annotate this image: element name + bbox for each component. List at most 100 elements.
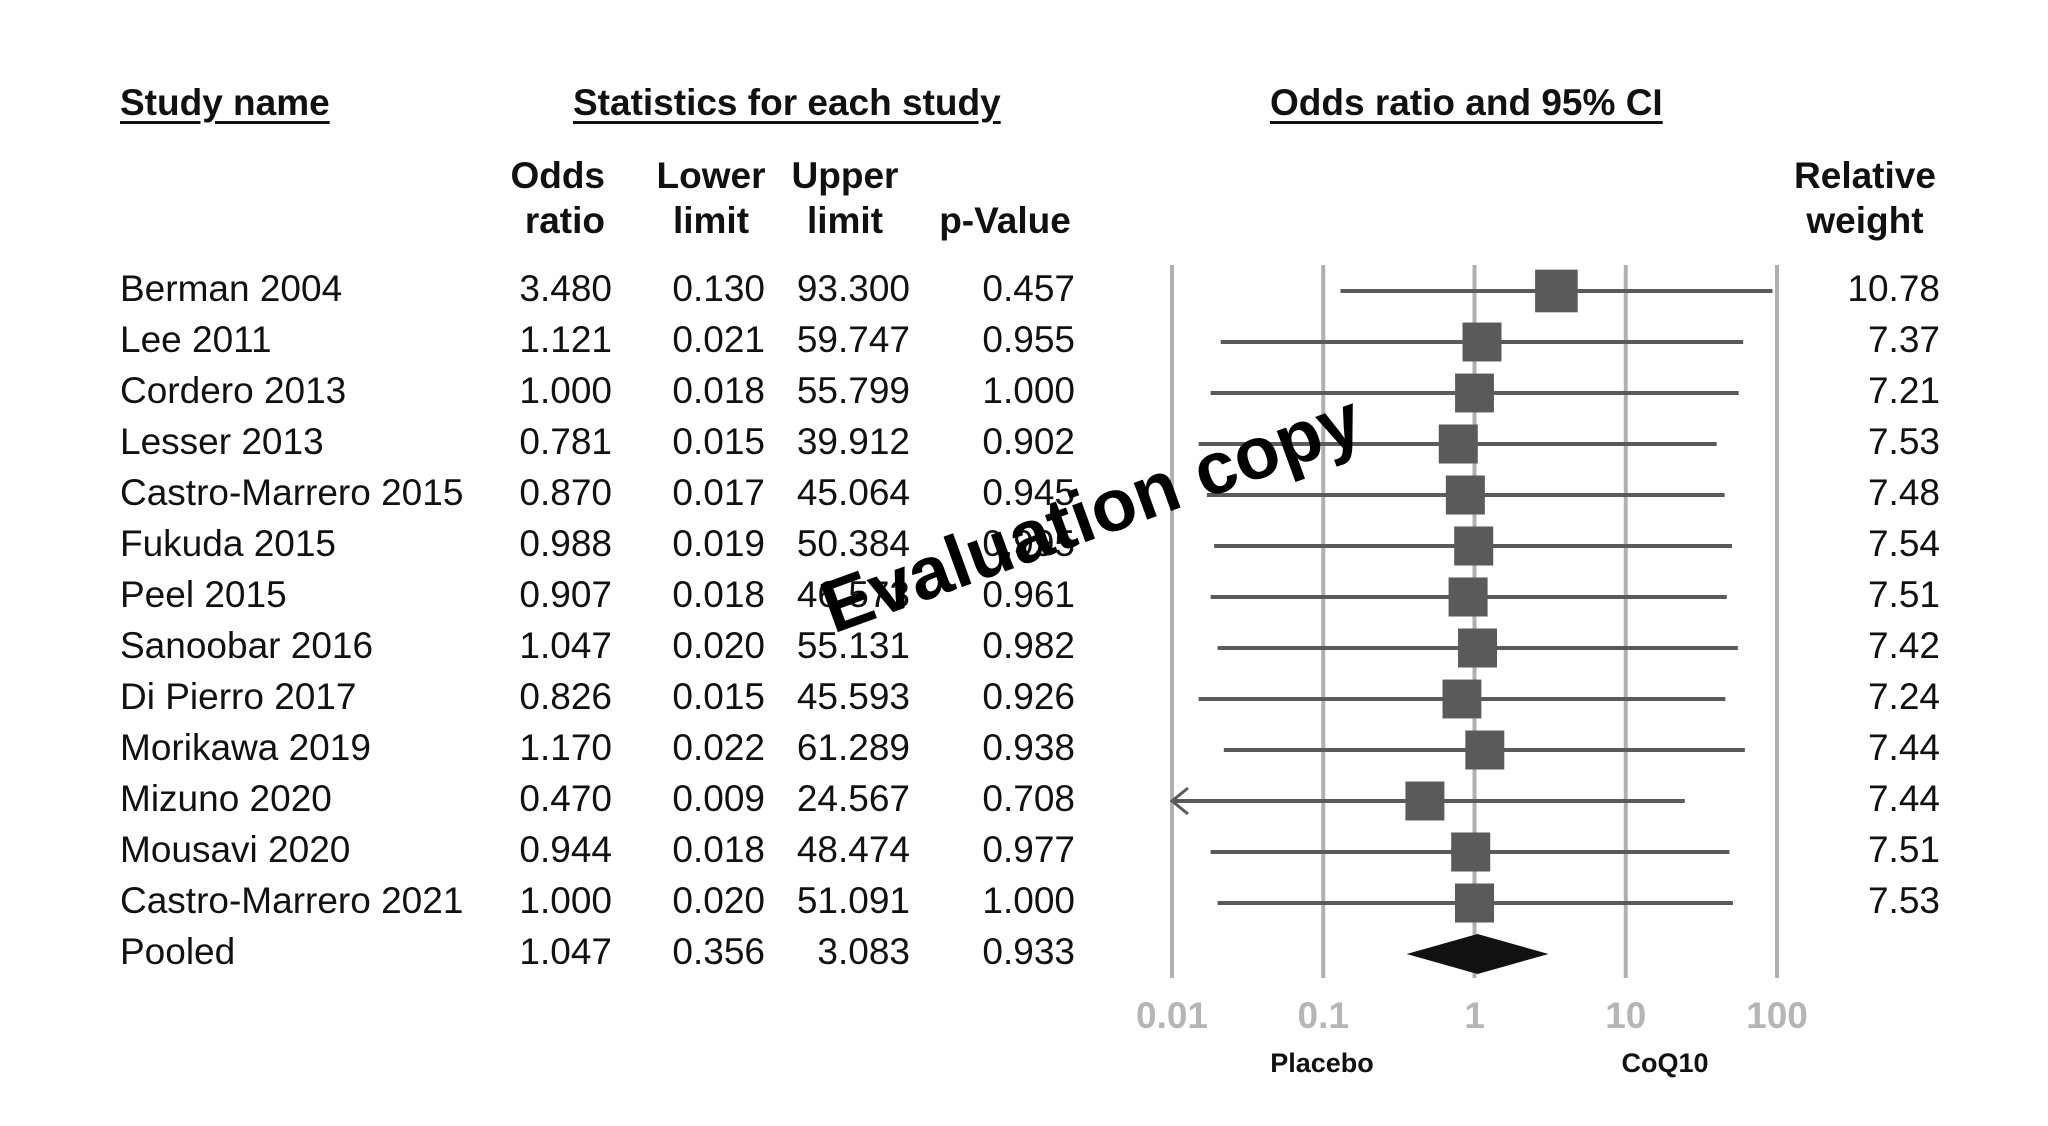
x-tick-label: 10 (1605, 995, 1647, 1036)
odds-ratio-value: 0.826 (519, 676, 612, 717)
lower-limit-value: 0.009 (672, 778, 765, 819)
odds-ci-header: Odds ratio and 95% CI (1270, 82, 1663, 123)
study-marker (1451, 832, 1491, 872)
x-tick-label: 0.01 (1135, 995, 1209, 1036)
study-marker (1442, 679, 1482, 719)
statistics-header: Statistics for each study (573, 82, 1001, 123)
p-value-value: 0.995 (982, 523, 1075, 564)
lower-limit-value: 0.018 (672, 829, 765, 870)
study-marker (1448, 577, 1488, 617)
study-name: Sanoobar 2016 (120, 625, 374, 666)
relative-weight-value: 7.54 (1867, 523, 1940, 564)
study-marker (1438, 424, 1478, 464)
study-name: Lee 2011 (120, 319, 272, 360)
upper-limit-value: 48.474 (796, 829, 910, 870)
study-marker (1454, 526, 1494, 566)
relative-weight-value: 7.42 (1867, 625, 1940, 666)
study-name: Di Pierro 2017 (120, 676, 357, 717)
relative-weight-value: 7.53 (1867, 880, 1940, 921)
relative-weight-value: 7.53 (1867, 421, 1940, 462)
study-name: Cordero 2013 (120, 370, 347, 411)
x-tick-label: 100 (1746, 995, 1808, 1036)
study-name: Mizuno 2020 (120, 778, 332, 819)
lower-limit-value: 0.019 (672, 523, 765, 564)
relative-weight-value: 7.51 (1867, 829, 1940, 870)
relative-weight-value: 7.44 (1867, 727, 1940, 768)
p-value-value: 0.938 (982, 727, 1075, 768)
odds-ratio-value: 0.944 (519, 829, 612, 870)
relative-weight-value: 7.51 (1867, 574, 1940, 615)
upper-limit-value: 45.593 (796, 676, 910, 717)
relative-weight-value: 10.78 (1847, 268, 1940, 309)
p-value-value: 0.926 (982, 676, 1075, 717)
lower-limit-value: 0.022 (672, 727, 765, 768)
p-value-value: 0.982 (982, 625, 1075, 666)
study-name: Lesser 2013 (120, 421, 324, 462)
study-name: Berman 2004 (120, 268, 343, 309)
upper-limit-value: 24.567 (796, 778, 910, 819)
upper-limit-value: 39.912 (796, 421, 910, 462)
upper-limit-col-header: Upper limit (791, 155, 899, 241)
lower-limit-value: 0.017 (672, 472, 765, 513)
odds-ratio-value: 0.988 (519, 523, 612, 564)
x-tick-label: 1 (1464, 995, 1485, 1036)
upper-limit-value: 50.384 (796, 523, 910, 564)
study-marker (1454, 883, 1495, 923)
upper-limit-value: 61.289 (796, 727, 910, 768)
study-name: Pooled (120, 931, 236, 972)
relative-weight-value: 7.21 (1867, 370, 1940, 411)
study-marker (1405, 781, 1445, 821)
odds-ratio-value: 1.170 (519, 727, 612, 768)
odds-ratio-value: 0.781 (519, 421, 612, 462)
odds-ratio-value: 1.047 (519, 931, 612, 972)
placebo-label: Placebo (1270, 1048, 1374, 1078)
relative-weight-col-header: Relative weight (1794, 155, 1936, 241)
lower-limit-value: 0.015 (672, 676, 765, 717)
odds-ratio-value: 1.000 (519, 880, 612, 921)
study-name: Mousavi 2020 (120, 829, 351, 870)
lower-limit-value: 0.021 (672, 319, 765, 360)
pooled-diamond (1406, 934, 1549, 974)
lower-limit-value: 0.356 (672, 931, 765, 972)
odds-ratio-value: 0.470 (519, 778, 612, 819)
p-value-col-header: p-Value (939, 200, 1071, 241)
lower-limit-value: 0.018 (672, 370, 765, 411)
ci-arrow (1169, 786, 1189, 816)
study-name: Peel 2015 (120, 574, 287, 615)
upper-limit-value: 55.799 (796, 370, 910, 411)
lower-limit-value: 0.130 (672, 268, 765, 309)
odds-ratio-value: 1.047 (519, 625, 612, 666)
upper-limit-value: 46.573 (796, 574, 910, 615)
p-value-value: 0.961 (982, 574, 1075, 615)
odds-ratio-value: 1.000 (519, 370, 612, 411)
p-value-value: 0.902 (982, 421, 1075, 462)
study-name: Castro-Marrero 2015 (120, 472, 464, 513)
p-value-value: 0.955 (982, 319, 1075, 360)
upper-limit-value: 59.747 (796, 319, 910, 360)
lower-limit-value: 0.018 (672, 574, 765, 615)
p-value-value: 0.977 (982, 829, 1075, 870)
p-value-value: 0.933 (982, 931, 1075, 972)
relative-weight-value: 7.48 (1867, 472, 1940, 513)
study-marker (1465, 730, 1505, 770)
lower-limit-value: 0.020 (672, 625, 765, 666)
odds-ratio-value: 3.480 (519, 268, 612, 309)
p-value-value: 0.457 (982, 268, 1075, 309)
study-marker (1445, 475, 1485, 515)
study-marker (1462, 322, 1502, 362)
p-value-value: 0.708 (982, 778, 1075, 819)
upper-limit-value: 45.064 (796, 472, 910, 513)
relative-weight-value: 7.44 (1867, 778, 1940, 819)
x-tick-label: 0.1 (1297, 995, 1349, 1036)
study-name: Castro-Marrero 2021 (120, 880, 464, 921)
odds-ratio-value: 0.870 (519, 472, 612, 513)
odds-ratio-value: 1.121 (519, 319, 612, 360)
upper-limit-value: 55.131 (796, 625, 910, 666)
relative-weight-value: 7.37 (1867, 319, 1940, 360)
odds-ratio-col-header: Odds ratio (510, 155, 605, 241)
relative-weight-value: 7.24 (1867, 676, 1940, 717)
study-name: Fukuda 2015 (120, 523, 337, 564)
study-marker (1458, 628, 1497, 668)
study-marker (1535, 269, 1578, 313)
